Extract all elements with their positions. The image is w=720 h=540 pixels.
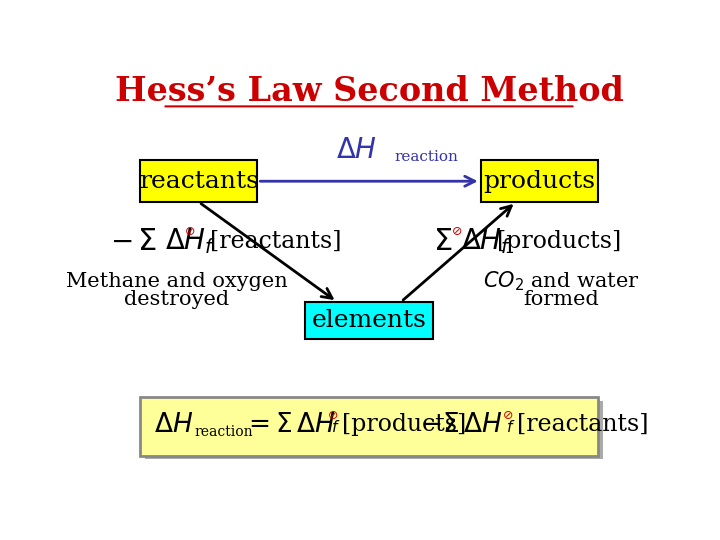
Text: reaction: reaction [394,150,458,164]
Text: formed: formed [523,290,599,309]
Text: reaction: reaction [194,425,253,439]
FancyBboxPatch shape [140,160,258,202]
Text: $\Sigma$: $\Sigma$ [138,226,157,257]
Text: $_f$: $_f$ [505,414,516,435]
Text: $\oslash$: $\oslash$ [451,225,462,238]
Text: $\Delta H_f$: $\Delta H_f$ [166,227,217,256]
Text: $\Delta H_f$: $\Delta H_f$ [461,227,512,256]
Text: $\Sigma$: $\Sigma$ [433,226,453,257]
Text: [reactants]: [reactants] [210,230,341,253]
Text: Methane and oxygen: Methane and oxygen [66,272,287,291]
Text: $\oslash$: $\oslash$ [184,225,195,238]
Text: reactants: reactants [139,170,258,193]
FancyBboxPatch shape [481,160,598,202]
Text: destroyed: destroyed [124,290,229,309]
Text: $= \Sigma \, \Delta H$: $= \Sigma \, \Delta H$ [243,412,336,437]
Text: elements: elements [312,309,426,332]
Text: $_f$: $_f$ [331,414,341,435]
Text: $CO_2$ and water: $CO_2$ and water [483,269,640,293]
Text: $-$: $-$ [109,228,132,255]
FancyBboxPatch shape [305,302,433,339]
Text: $\oslash$: $\oslash$ [502,409,513,422]
Text: $\Delta H$: $\Delta H$ [336,137,377,164]
Text: products: products [483,170,595,193]
Text: $\oslash$: $\oslash$ [327,409,338,422]
Text: [products]: [products] [498,230,621,253]
Text: [reactants]: [reactants] [517,413,649,436]
Text: $- \Sigma \, \Delta H$: $- \Sigma \, \Delta H$ [420,412,503,437]
Text: $\Delta H$: $\Delta H$ [154,412,194,437]
FancyBboxPatch shape [140,397,598,456]
Text: [products]: [products] [342,413,467,436]
Text: Hess’s Law Second Method: Hess’s Law Second Method [114,75,624,109]
FancyBboxPatch shape [145,401,603,460]
